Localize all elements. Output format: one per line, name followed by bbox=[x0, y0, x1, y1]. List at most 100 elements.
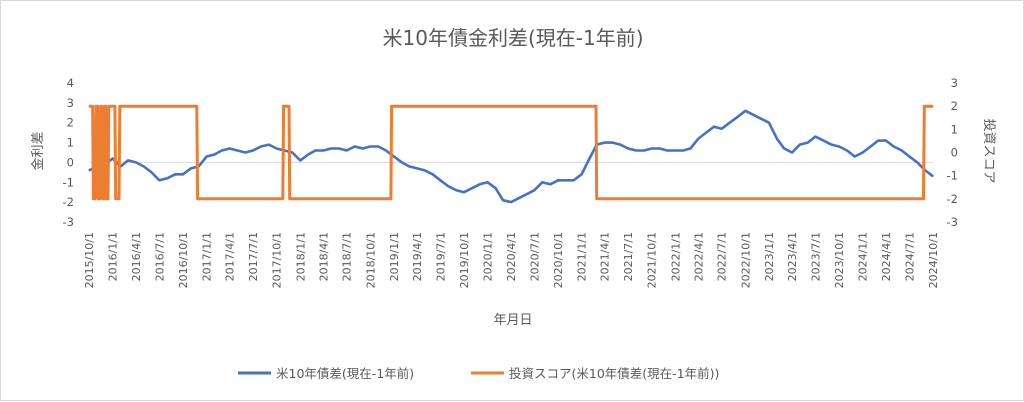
data-point bbox=[96, 105, 99, 107]
y2-tick-label: 1 bbox=[951, 122, 958, 136]
y2-tick-label: -1 bbox=[947, 169, 958, 183]
data-point bbox=[502, 199, 504, 201]
data-point bbox=[729, 122, 731, 124]
data-point bbox=[107, 198, 109, 200]
data-point bbox=[768, 122, 770, 124]
data-point bbox=[114, 105, 116, 107]
data-point bbox=[666, 149, 668, 152]
data-point bbox=[565, 179, 567, 181]
legend-label-rate-diff: 米10年債差(現在-1年前) bbox=[276, 366, 414, 381]
data-point bbox=[885, 140, 887, 142]
x-tick-label: 2017/4/1 bbox=[224, 232, 237, 281]
y2-tick-label: -2 bbox=[947, 192, 958, 206]
data-point bbox=[651, 147, 653, 150]
y2-tick-label: 3 bbox=[951, 76, 958, 90]
data-point bbox=[595, 105, 597, 107]
x-tick-label: 2024/7/1 bbox=[903, 232, 916, 281]
data-point bbox=[596, 198, 598, 200]
data-point bbox=[518, 197, 520, 199]
x-tick-label: 2023/4/1 bbox=[786, 232, 799, 281]
data-point bbox=[236, 149, 238, 152]
y2-tick-label: 0 bbox=[951, 146, 958, 160]
data-point bbox=[455, 189, 457, 191]
x-tick-label: 2016/4/1 bbox=[130, 232, 143, 281]
data-point bbox=[581, 173, 583, 175]
x-tick-label: 2017/1/1 bbox=[201, 232, 214, 281]
y-tick-label: -1 bbox=[63, 175, 74, 189]
data-point bbox=[229, 147, 231, 150]
data-point bbox=[463, 191, 465, 193]
series-layer bbox=[88, 104, 934, 204]
data-point bbox=[923, 105, 925, 107]
data-point bbox=[103, 198, 105, 200]
data-point bbox=[705, 132, 707, 134]
data-point bbox=[112, 157, 114, 160]
data-point bbox=[588, 157, 591, 160]
data-point bbox=[174, 173, 176, 175]
data-point bbox=[814, 136, 817, 138]
x-tick-label: 2017/7/1 bbox=[247, 232, 260, 281]
data-point bbox=[495, 187, 497, 189]
y-tick-label: -2 bbox=[63, 195, 74, 209]
x-tick-label: 2021/10/1 bbox=[646, 232, 659, 288]
data-point bbox=[166, 177, 168, 179]
data-point bbox=[362, 147, 364, 150]
data-point bbox=[416, 167, 418, 169]
data-point bbox=[391, 105, 393, 107]
x-tick-label: 2018/1/1 bbox=[294, 232, 307, 281]
data-point bbox=[526, 193, 528, 195]
data-point bbox=[870, 145, 872, 148]
data-point bbox=[760, 118, 762, 120]
data-point bbox=[102, 198, 104, 200]
x-tick-label: 2024/1/1 bbox=[857, 232, 870, 281]
x-tick-label: 2018/7/1 bbox=[341, 232, 354, 281]
data-point bbox=[424, 169, 426, 171]
x-tick-label: 2019/1/1 bbox=[388, 232, 401, 281]
y-axis-title: 金利差 bbox=[30, 131, 46, 170]
data-point bbox=[408, 165, 410, 167]
y-tick-label: -3 bbox=[63, 215, 74, 229]
data-point bbox=[659, 147, 661, 150]
series-line-score bbox=[89, 104, 933, 201]
left-axis-ticks: 4 3 2 1 0 -1 -2 -3 bbox=[63, 76, 74, 229]
data-point bbox=[783, 147, 785, 150]
y2-tick-label: 2 bbox=[951, 99, 958, 113]
x-tick-label: 2020/4/1 bbox=[505, 232, 518, 281]
data-point bbox=[252, 149, 254, 152]
data-point bbox=[221, 149, 223, 152]
data-point bbox=[88, 169, 90, 171]
data-point bbox=[158, 179, 160, 181]
x-tick-label: 2023/1/1 bbox=[763, 232, 776, 281]
x-tick-label: 2017/10/1 bbox=[271, 232, 284, 288]
data-point bbox=[674, 149, 676, 152]
legend-label-score: 投資スコア(米10年債差(現在-1年前)) bbox=[509, 366, 719, 381]
y-tick-label: 0 bbox=[67, 155, 74, 169]
x-tick-label: 2022/1/1 bbox=[669, 232, 682, 281]
data-point bbox=[390, 198, 392, 200]
data-point bbox=[393, 155, 395, 158]
data-point bbox=[206, 155, 208, 158]
data-point bbox=[791, 151, 793, 154]
data-point bbox=[487, 181, 489, 183]
x-tick-label: 2018/10/1 bbox=[364, 232, 377, 288]
data-point bbox=[916, 161, 918, 163]
x-tick-label: 2021/4/1 bbox=[599, 232, 612, 281]
data-point bbox=[838, 145, 840, 148]
data-point bbox=[854, 155, 856, 158]
data-point bbox=[346, 149, 348, 152]
chart-title: 米10年債金利差(現在-1年前) bbox=[383, 26, 644, 50]
data-point bbox=[752, 114, 754, 116]
data-point bbox=[260, 145, 262, 148]
data-point bbox=[190, 167, 192, 169]
data-point bbox=[901, 149, 903, 152]
data-point bbox=[92, 105, 94, 107]
data-point bbox=[101, 105, 103, 107]
data-point bbox=[471, 187, 473, 189]
x-tick-label: 2021/7/1 bbox=[622, 232, 635, 281]
data-point bbox=[682, 149, 684, 152]
data-point bbox=[197, 198, 199, 200]
x-tick-label: 2024/10/1 bbox=[927, 232, 940, 288]
data-point bbox=[737, 116, 739, 118]
data-point bbox=[182, 173, 184, 175]
